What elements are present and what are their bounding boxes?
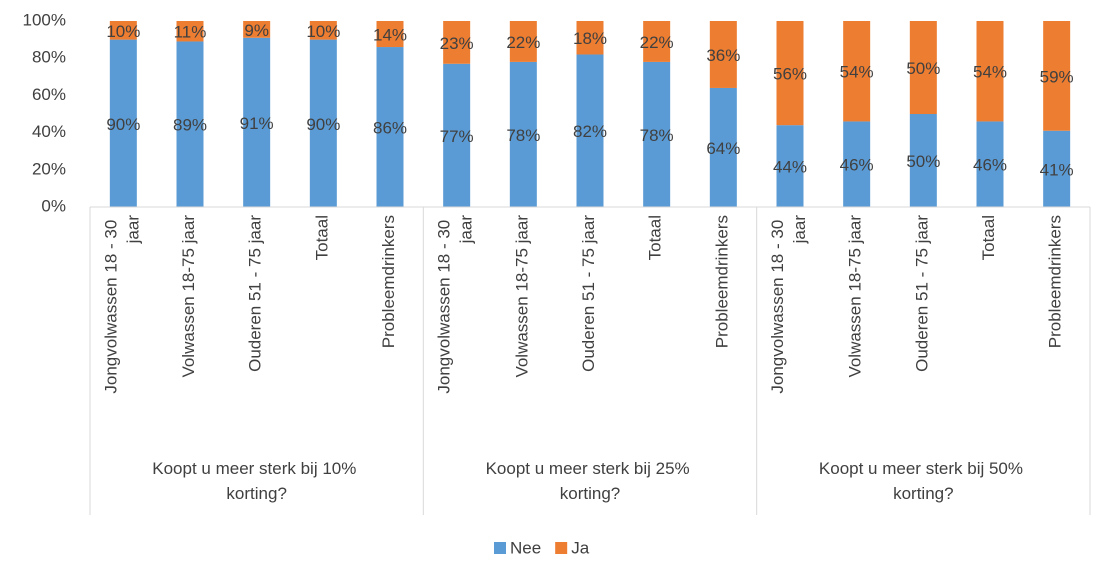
data-label: 36% [706, 46, 740, 65]
bar-segment [976, 121, 1004, 207]
legend-label: Ja [571, 538, 590, 557]
data-label: 90% [306, 115, 340, 134]
bar-segment [309, 39, 337, 207]
x-tick-label: Ouderen 51 - 75 jaar [246, 215, 265, 372]
bar-segment [509, 21, 537, 62]
x-tick-label: Ouderen 51 - 75 jaar [913, 215, 932, 372]
bar-segment [576, 54, 604, 208]
bar-segment [709, 21, 737, 88]
group-label: Koopt u meer sterk bij 50% korting? [819, 459, 1028, 503]
data-label: 50% [906, 59, 940, 78]
data-label: 41% [1040, 160, 1074, 179]
data-label: 22% [640, 33, 674, 52]
data-label: 64% [706, 139, 740, 158]
bar-segment [776, 125, 804, 207]
bar-segment [309, 21, 337, 40]
y-tick-label: 0% [41, 196, 66, 215]
data-label: 78% [506, 126, 540, 145]
x-tick-label: Probleemdrinkers [713, 215, 732, 348]
x-tick-label: Totaal [313, 215, 332, 260]
bar-segment [576, 21, 604, 55]
data-label: 82% [573, 122, 607, 141]
data-label: 56% [773, 65, 807, 84]
bar-segment [443, 21, 471, 64]
bar-segment [909, 21, 937, 114]
legend-label: Nee [510, 538, 541, 557]
x-tick-label: Volwassen 18-75 jaar [513, 215, 532, 378]
data-label: 91% [240, 114, 274, 133]
data-label: 14% [373, 26, 407, 45]
x-tick-label: Jongvolwassen 18 - 30 jaar [435, 215, 476, 394]
data-label: 89% [173, 116, 207, 135]
group-label: Koopt u meer sterk bij 25% korting? [486, 459, 695, 503]
x-tick-label: Jongvolwassen 18 - 30 jaar [102, 215, 143, 394]
x-tick-label: Probleemdrinkers [1046, 215, 1065, 348]
data-label: 54% [973, 63, 1007, 82]
y-tick-label: 60% [32, 85, 66, 104]
bar-segment [376, 47, 404, 207]
data-label: 50% [906, 152, 940, 171]
data-label: 59% [1040, 67, 1074, 86]
data-label: 10% [306, 22, 340, 41]
bar-segment [176, 41, 204, 208]
data-label: 23% [440, 34, 474, 53]
bar-segment [109, 21, 137, 40]
data-label: 46% [973, 156, 1007, 175]
bar-segment [109, 39, 137, 207]
data-label: 11% [174, 23, 207, 42]
data-label: 44% [773, 158, 807, 177]
bar-segment [776, 21, 804, 126]
bar-segment [376, 21, 404, 48]
bar-segment [243, 21, 271, 38]
y-tick-label: 100% [23, 10, 66, 29]
group-label: Koopt u meer sterk bij 10% korting? [152, 459, 361, 503]
data-label: 18% [573, 29, 607, 48]
x-tick-label: Ouderen 51 - 75 jaar [579, 215, 598, 372]
x-tick-label: Volwassen 18-75 jaar [846, 215, 865, 378]
bar-segment [909, 114, 937, 207]
bar-segment [176, 21, 204, 42]
bar-segment [709, 87, 737, 207]
y-tick-label: 40% [32, 122, 66, 141]
x-tick-label: Jongvolwassen 18 - 30 jaar [768, 215, 809, 394]
data-label: 54% [840, 63, 874, 82]
x-tick-label: Totaal [646, 215, 665, 260]
data-label: 9% [244, 21, 269, 40]
legend-swatch [555, 542, 568, 554]
bar-segment [843, 21, 871, 122]
bar-segment [643, 21, 671, 62]
data-label: 22% [506, 33, 540, 52]
x-tick-label: Probleemdrinkers [379, 215, 398, 348]
legend-swatch [494, 542, 506, 554]
bar-segment [443, 63, 471, 207]
bar-segment [509, 61, 537, 207]
x-tick-label: Volwassen 18-75 jaar [179, 215, 198, 378]
x-tick-label: Totaal [979, 215, 998, 260]
bar-segment [1043, 21, 1071, 131]
data-label: 78% [640, 126, 674, 145]
bar-segment [1043, 130, 1071, 207]
y-tick-label: 80% [32, 48, 66, 67]
y-tick-label: 20% [32, 159, 66, 178]
data-label: 90% [106, 115, 140, 134]
data-label: 77% [440, 127, 474, 146]
bar-segment [643, 61, 671, 207]
data-label: 46% [840, 156, 874, 175]
bar-segment [843, 121, 871, 207]
data-label: 86% [373, 119, 407, 138]
data-label: 10% [106, 22, 140, 41]
bar-segment [243, 37, 271, 207]
bar-segment [976, 21, 1004, 122]
